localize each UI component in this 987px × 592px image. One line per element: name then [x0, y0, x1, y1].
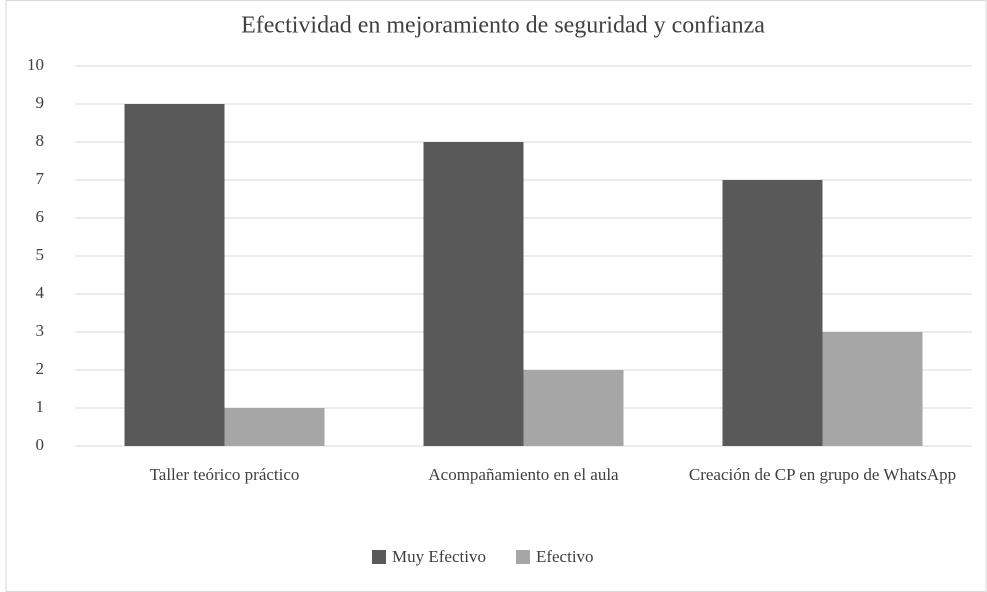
y-tick-label: 3	[36, 321, 45, 340]
legend-label: Efectivo	[536, 547, 594, 566]
y-tick-label: 0	[36, 435, 45, 454]
bar	[523, 370, 624, 446]
bar	[124, 104, 225, 446]
x-tick-label: Creación de CP en grupo de WhatsApp	[689, 465, 956, 484]
y-tick-label: 7	[36, 169, 45, 188]
y-tick-label: 4	[36, 283, 45, 302]
legend-swatch	[372, 550, 386, 564]
legend-label: Muy Efectivo	[392, 547, 486, 566]
chart-title: Efectividad en mejoramiento de seguridad…	[241, 13, 765, 39]
legend-swatch	[515, 550, 530, 564]
y-tick-label: 10	[27, 55, 44, 74]
y-tick-label: 5	[36, 245, 45, 264]
x-tick-label: Taller teórico práctico	[150, 465, 300, 484]
x-tick-label: Acompañamiento en el aula	[428, 465, 619, 484]
y-tick-label: 8	[36, 131, 45, 150]
y-tick-label: 6	[36, 207, 45, 226]
y-tick-label: 9	[36, 93, 45, 112]
bar	[822, 332, 923, 446]
y-tick-label: 2	[36, 359, 45, 378]
y-tick-label: 1	[36, 397, 45, 416]
bar	[423, 142, 524, 446]
bar	[224, 408, 325, 446]
bar	[722, 180, 823, 446]
